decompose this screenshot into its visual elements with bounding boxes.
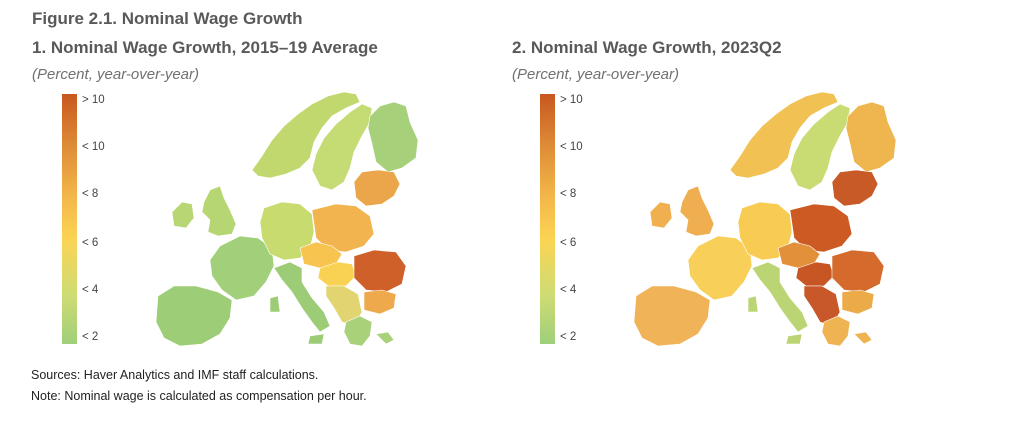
panel-1-legend-tick: < 2	[82, 331, 99, 343]
region-baltics	[353, 169, 401, 207]
panel-2-subtitle: (Percent, year-over-year)	[512, 66, 680, 83]
region-hungary	[795, 261, 835, 287]
region-greece	[343, 315, 395, 347]
region-bulgaria	[841, 289, 875, 315]
panel-2-legend-tick: < 4	[560, 284, 577, 296]
panel-2-map	[633, 91, 897, 347]
region-greece	[821, 315, 873, 347]
panel-2-legend-bar	[540, 94, 555, 344]
region-ireland	[171, 201, 195, 229]
region-finland	[845, 101, 897, 173]
panel-1-subtitle: (Percent, year-over-year)	[32, 66, 200, 83]
panel-1-legend-tick: < 6	[82, 237, 99, 249]
region-iberia	[155, 285, 233, 347]
region-uk	[679, 185, 715, 237]
panel-2-legend-tick: < 6	[560, 237, 577, 249]
region-iberia	[633, 285, 711, 347]
panel-1-legend-tick: > 10	[82, 94, 105, 106]
region-italy	[747, 261, 809, 345]
region-france	[687, 235, 753, 301]
region-hungary	[317, 261, 357, 287]
panel-1-legend-bar	[62, 94, 77, 344]
panel-2-legend-tick: < 10	[560, 141, 583, 153]
region-norway	[251, 91, 361, 179]
panel-1-legend-tick: < 10	[82, 141, 105, 153]
region-romania	[353, 249, 407, 293]
region-finland	[367, 101, 419, 173]
panel-2-legend-tick: < 8	[560, 188, 577, 200]
figure-title: Figure 2.1. Nominal Wage Growth	[32, 9, 303, 28]
region-romania	[831, 249, 885, 293]
region-ireland	[649, 201, 673, 229]
region-baltics	[831, 169, 879, 207]
panel-2-legend-tick: < 2	[560, 331, 577, 343]
panel-1-map	[155, 91, 419, 347]
panel-2-title: 2. Nominal Wage Growth, 2023Q2	[512, 38, 782, 57]
panel-2-legend-tick: > 10	[560, 94, 583, 106]
region-czech	[299, 241, 343, 269]
region-italy	[269, 261, 331, 345]
region-uk	[201, 185, 237, 237]
definition-note: Note: Nominal wage is calculated as comp…	[31, 389, 367, 403]
region-czech	[777, 241, 821, 269]
panel-1-legend-tick: < 8	[82, 188, 99, 200]
sources-note: Sources: Haver Analytics and IMF staff c…	[31, 368, 319, 382]
region-norway	[729, 91, 839, 179]
panel-1-title: 1. Nominal Wage Growth, 2015–19 Average	[32, 38, 378, 57]
region-bulgaria	[363, 289, 397, 315]
region-france	[209, 235, 275, 301]
panel-1-legend-tick: < 4	[82, 284, 99, 296]
